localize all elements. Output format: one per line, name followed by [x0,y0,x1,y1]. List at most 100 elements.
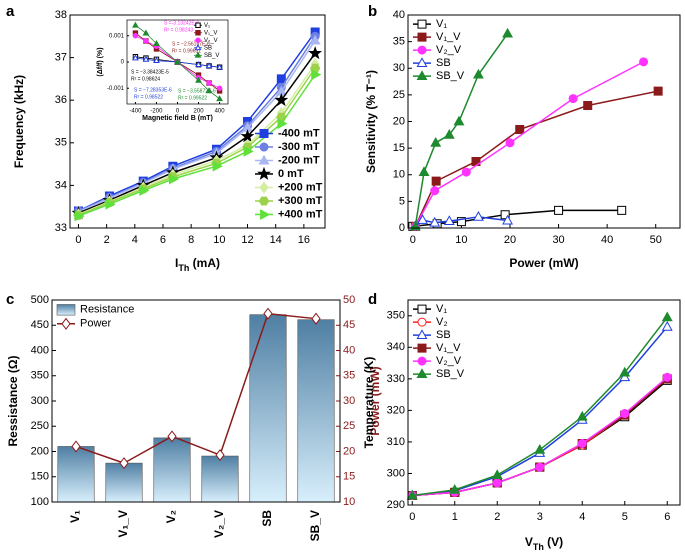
panel: d 290 300 310 320 330 340 350 0 1 2 3 4 5 6 V₁V₂SBV₁_VV… [368,291,681,523]
inset-background [95,16,232,126]
marker [417,214,429,224]
y-tick-label: 35 [393,36,405,48]
y-axis-label: Sensitivity (% T⁻¹) [364,70,378,173]
x-tick-label: 6 [160,234,166,246]
marker [311,312,321,325]
marker [416,368,428,378]
line [412,379,668,497]
x-axis-label: Magnetic field B (mT) [142,115,213,122]
y-axis-label: (Δf/f) (%) [97,47,104,76]
legend-label: V₂_V [436,44,462,56]
x-tick-label: 30 [552,234,564,246]
y2-tick-label: 15 [343,471,355,483]
marker [417,343,427,353]
x-tick-label: -400 [129,109,142,115]
legend-label: SB_V [436,368,465,380]
legend-label: V₁ [436,303,447,315]
marker [143,38,149,44]
legend-label: V₂_V [204,38,218,44]
marker [263,307,273,320]
x-tick-label: 40 [601,234,613,246]
marker [153,57,160,64]
panel-label: c [6,291,14,308]
marker [142,29,150,36]
y-tick-label: 340 [387,341,405,353]
y-tick-label: 34 [55,179,67,191]
marker [195,30,201,36]
marker [416,57,428,67]
plot-frame [51,299,341,503]
marker [277,118,288,130]
legend-label: +300 mT [278,195,323,207]
x-tick-label: SB_V [308,510,322,541]
plot-frame [126,19,229,105]
marker [577,439,587,448]
marker [417,356,427,366]
y2-tick-label: 20 [343,445,355,457]
marker [240,129,255,143]
marker [568,94,578,104]
legend-swatch [56,304,76,316]
legend-label: -200 mT [278,154,320,166]
y-tick-label: 320 [387,404,405,416]
x-tick-label: V₂ [164,510,178,523]
y-tick-label: 150 [31,471,49,483]
marker [276,74,286,84]
marker [74,210,85,222]
marker [430,186,440,196]
y-tick-label: 40 [393,9,405,21]
annotation: R² = 0.98624 [131,76,160,82]
marker [576,410,588,421]
label-part: I [175,256,178,270]
marker [167,430,177,443]
marker [620,409,630,419]
marker [661,311,673,322]
bar [105,462,143,503]
x-tick-label: 5 [622,511,628,523]
line [414,61,644,227]
x-tick-label: 400 [215,109,226,115]
label-part: (V) [544,535,563,549]
bar [153,437,191,503]
y-tick-label: 400 [31,344,49,356]
marker [443,128,455,139]
panel: -0.001 0 0.001 -400 -200 0 200 400 S =-3.13242E-… [95,16,232,126]
marker [195,76,202,83]
legend-label: +200 mT [278,181,323,193]
x-tick-label: 50 [650,234,662,246]
y-tick-label: 36 [55,94,67,106]
annotation: R² = 0.99522 [178,95,207,101]
marker [583,101,593,111]
x-tick-label: 200 [194,109,205,115]
marker [429,216,441,227]
marker [195,60,202,67]
bar [201,455,239,503]
marker [195,22,201,28]
marker [461,167,471,177]
legend-label: 0 mT [278,168,304,180]
x-tick-label: V₁_V [116,510,130,538]
marker [132,33,139,39]
y-tick-label: 10 [393,169,405,181]
x-tick-label: 1 [452,511,458,523]
marker [195,37,201,43]
y-tick-label: 15 [393,142,405,154]
y-tick-label: 500 [31,294,49,306]
marker [132,54,139,61]
marker [194,51,202,58]
line [78,35,316,212]
y2-tick-label: 30 [343,395,355,407]
x-tick-label: 3 [537,511,543,523]
y-tick-label: 350 [387,310,405,322]
marker [212,160,223,172]
line [78,52,316,214]
x-tick-label: 10 [455,234,467,246]
annotation: R² = 0.99631 [172,48,201,54]
marker [472,68,484,79]
y2-tick-label: 45 [343,319,355,331]
marker [417,45,427,55]
y-tick-label: 33 [55,222,67,234]
x-axis-label: VTh (V) [525,535,563,552]
bar [249,314,287,503]
y-tick-label: 350 [31,370,49,382]
